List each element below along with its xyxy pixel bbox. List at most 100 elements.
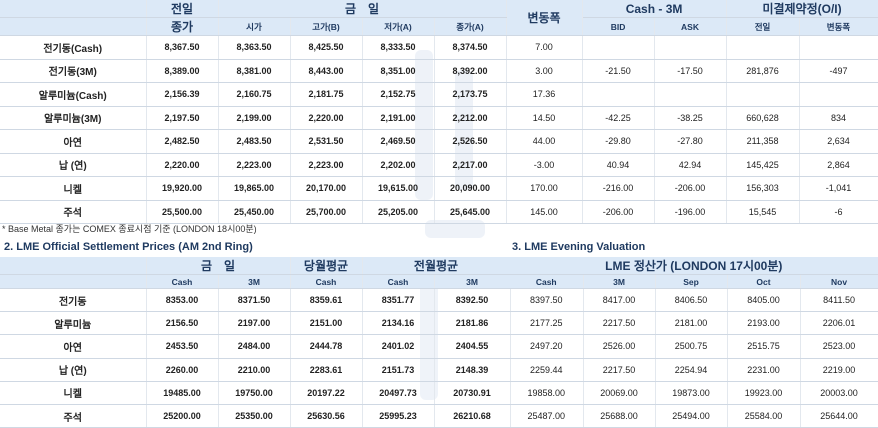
cell-prev: 19,920.00 xyxy=(146,176,219,201)
cell-high: 2,181.75 xyxy=(290,82,363,107)
cell-cash: 2260.00 xyxy=(146,358,219,382)
row-label: 전기동 xyxy=(0,288,147,313)
cell-oi: 15,545 xyxy=(726,200,800,224)
evening-valuation-table: LME 정산가 (LONDON 17시00분) Cash 3M Sep Oct … xyxy=(510,257,878,428)
row-label: 주석 xyxy=(0,200,147,224)
cell-cash: 25200.00 xyxy=(146,404,219,428)
table-row: 2177.25 2217.50 2181.00 2193.00 2206.01 xyxy=(510,311,878,336)
cell-oi xyxy=(726,35,800,60)
cell-cash: 19485.00 xyxy=(146,381,219,405)
cell-oct: 8405.00 xyxy=(727,288,801,313)
corner-cell xyxy=(0,274,147,289)
cell-open: 8,363.50 xyxy=(218,35,291,60)
cell-oct: 19923.00 xyxy=(727,381,801,405)
table-row: 아연 2,482.50 2,483.50 2,531.50 2,469.50 2,526.… xyxy=(0,129,878,154)
current-month-avg-header: 당월평균 xyxy=(290,257,363,275)
cell-low: 8,351.00 xyxy=(362,59,435,83)
cell-m3: 19750.00 xyxy=(218,381,291,405)
cell-oct: 2231.00 xyxy=(727,358,801,382)
cell-oi: 211,358 xyxy=(726,129,800,154)
table-row: 알루미늄(Cash) 2,156.39 2,160.75 2,181.75 2,152.… xyxy=(0,82,878,107)
table-row: 니켈 19485.00 19750.00 20197.22 20497.73 20730.… xyxy=(0,381,511,405)
cell-close: 20,090.00 xyxy=(434,176,507,201)
cell-nov: 2523.00 xyxy=(800,334,878,359)
cell-cash: 8397.50 xyxy=(510,288,584,313)
cell-chg: 170.00 xyxy=(506,176,583,201)
table-row: 주석 25200.00 25350.00 25630.56 25995.23 26210.… xyxy=(0,404,511,428)
cell-pm3: 8392.50 xyxy=(434,288,511,313)
cell-prev: 2,482.50 xyxy=(146,129,219,154)
cell-sep: 25494.00 xyxy=(655,404,728,428)
ev-3m-header: 3M xyxy=(583,274,656,289)
open-interest-header: 미결제약정(O/I) xyxy=(726,0,878,18)
corner-cell xyxy=(0,17,147,36)
cell-cur: 2283.61 xyxy=(290,358,363,382)
table-row: 전기동(3M) 8,389.00 8,381.00 8,443.00 8,351.00 8… xyxy=(0,59,878,83)
lme-price-table: 전일 금 일 변동폭 Cash - 3M 미결제약정(O/I) 종가 시가 고가… xyxy=(0,0,878,224)
cell-oi_chg: -6 xyxy=(799,200,878,224)
cell-prev: 2,156.39 xyxy=(146,82,219,107)
cell-high: 2,531.50 xyxy=(290,129,363,154)
cell-nov: 2219.00 xyxy=(800,358,878,382)
cell-nov: 20003.00 xyxy=(800,381,878,405)
cur-cash-header: Cash xyxy=(290,274,363,289)
cash-header: Cash xyxy=(146,274,219,289)
cell-cur: 2444.78 xyxy=(290,334,363,359)
cell-bid: 40.94 xyxy=(582,153,655,177)
cell-cash: 2156.50 xyxy=(146,311,219,336)
cell-nov: 2206.01 xyxy=(800,311,878,336)
cell-3m: 2526.00 xyxy=(583,334,656,359)
prev-cash-header: Cash xyxy=(362,274,435,289)
cell-sep: 2500.75 xyxy=(655,334,728,359)
cell-ask: 42.94 xyxy=(654,153,727,177)
cell-low: 2,202.00 xyxy=(362,153,435,177)
cell-prev: 8,389.00 xyxy=(146,59,219,83)
table-row: 전기동(Cash) 8,367.50 8,363.50 8,425.50 8,333.5… xyxy=(0,35,878,60)
cell-chg: 7.00 xyxy=(506,35,583,60)
cell-prev: 2,197.50 xyxy=(146,106,219,130)
table-row: 19858.00 20069.00 19873.00 19923.00 20003.00 xyxy=(510,381,878,405)
close-header: 종가(A) xyxy=(434,17,507,36)
cell-cur: 8359.61 xyxy=(290,288,363,313)
cell-cur: 20197.22 xyxy=(290,381,363,405)
cell-oi_chg xyxy=(799,82,878,107)
cell-close: 25,645.00 xyxy=(434,200,507,224)
cell-oi: 660,628 xyxy=(726,106,800,130)
cell-sep: 8406.50 xyxy=(655,288,728,313)
row-label: 납 (연) xyxy=(0,153,147,177)
cell-prev: 25,500.00 xyxy=(146,200,219,224)
cell-cash: 25487.00 xyxy=(510,404,584,428)
cash-3m-header: Cash - 3M xyxy=(582,0,727,18)
prev-close-header-2: 종가 xyxy=(146,17,219,36)
cell-ask: -38.25 xyxy=(654,106,727,130)
open-header: 시가 xyxy=(218,17,291,36)
oi-prev-header: 전일 xyxy=(726,17,800,36)
cell-bid: -206.00 xyxy=(582,200,655,224)
ev-nov-header: Nov xyxy=(800,274,878,289)
cell-low: 8,333.50 xyxy=(362,35,435,60)
cell-m3: 2197.00 xyxy=(218,311,291,336)
row-label: 니켈 xyxy=(0,381,147,405)
cell-close: 8,392.00 xyxy=(434,59,507,83)
cell-close: 2,217.00 xyxy=(434,153,507,177)
cell-pcash: 25995.23 xyxy=(362,404,435,428)
prev-close-header: 전일 xyxy=(146,0,219,18)
low-header: 저가(A) xyxy=(362,17,435,36)
cell-oct: 25584.00 xyxy=(727,404,801,428)
cell-low: 25,205.00 xyxy=(362,200,435,224)
cell-open: 2,160.75 xyxy=(218,82,291,107)
cell-open: 2,223.00 xyxy=(218,153,291,177)
cell-ask xyxy=(654,82,727,107)
cell-high: 25,700.00 xyxy=(290,200,363,224)
cell-ask: -206.00 xyxy=(654,176,727,201)
cell-close: 2,212.00 xyxy=(434,106,507,130)
cell-pcash: 2401.02 xyxy=(362,334,435,359)
corner-cell xyxy=(0,0,147,18)
cell-oi_chg xyxy=(799,35,878,60)
table-row: 주석 25,500.00 25,450.00 25,700.00 25,205.00 25… xyxy=(0,200,878,224)
cell-ask: -27.80 xyxy=(654,129,727,154)
cell-pm3: 2148.39 xyxy=(434,358,511,382)
cell-pcash: 2151.73 xyxy=(362,358,435,382)
cell-open: 2,199.00 xyxy=(218,106,291,130)
cell-oct: 2193.00 xyxy=(727,311,801,336)
